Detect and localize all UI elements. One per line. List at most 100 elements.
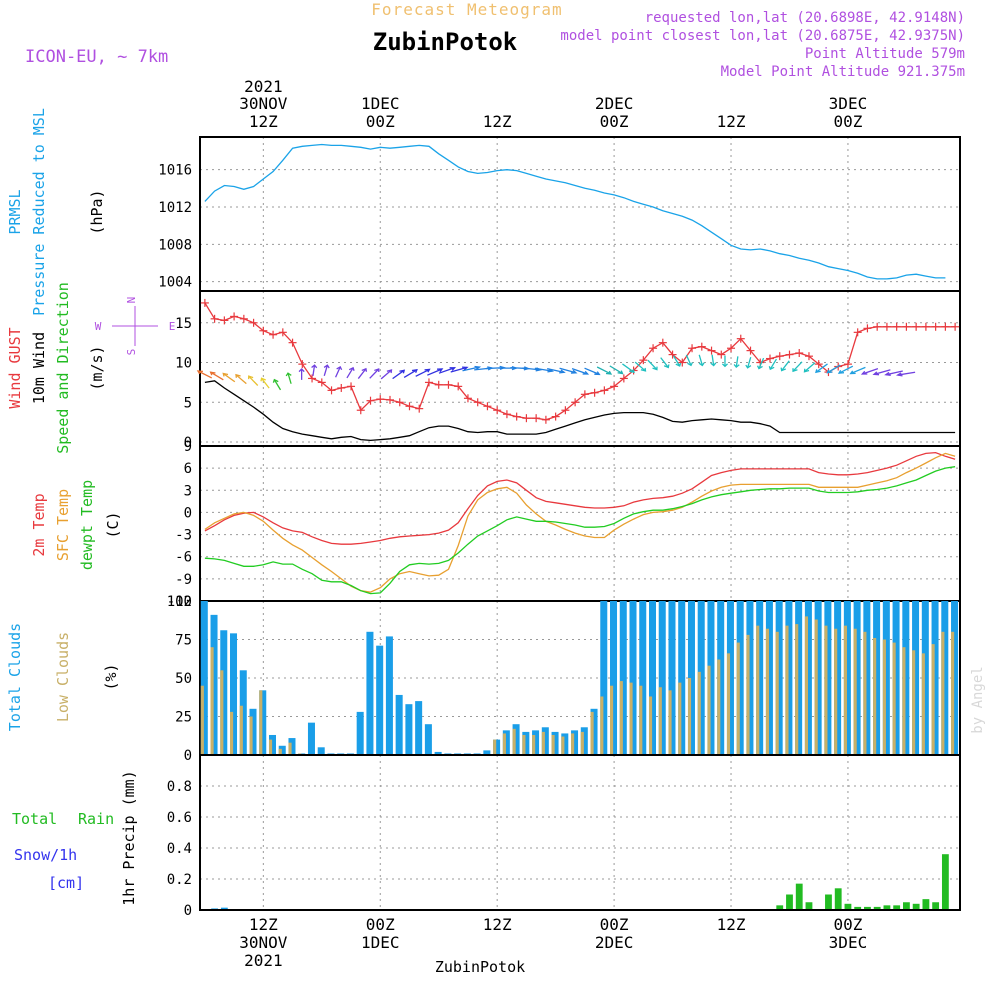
rain-bar [834,888,842,910]
total-cloud-bar [951,601,959,755]
clouds-ytick-label: 50 [175,671,192,687]
wind-arrow [559,367,577,374]
total-cloud-bar [249,708,257,755]
wind-arrow [346,367,354,379]
wind-arrow [334,366,341,378]
total-cloud-bar [629,601,637,755]
pressure-unit: (hPa) [88,189,106,234]
wind-ytick-label: 5 [184,395,192,411]
wind-arrow-head [617,370,624,375]
total-cloud-bar [259,690,267,755]
wind-arrow-head [222,372,229,377]
wind-arrow [873,369,891,375]
wind-arrow-head [570,369,578,374]
total-cloud-bar [434,751,442,755]
low-cloud-bar [610,685,614,755]
wind-arrow [698,354,703,366]
low-cloud-bar [873,637,877,755]
wind-arrow [647,359,658,371]
wind-arrow [222,372,236,383]
bottom-time-label: 00Z [366,915,395,934]
wind-arrow [758,357,765,369]
wind-arrow-head [298,368,305,373]
rain-bar [912,903,920,910]
pressure-ytick-label: 1008 [158,237,192,253]
wind-arrow [735,356,739,368]
wind-ytick-label: 10 [175,356,192,372]
wind-arrow-head [386,369,393,374]
bottom-time-label: 12Z [483,915,512,934]
clouds-ytick-label: 100 [167,594,192,610]
wind-arrow [827,364,841,374]
low-cloud-bar [551,734,555,755]
rain-bar [825,894,832,910]
total-cloud-bar [882,601,890,755]
total-cloud-bar [532,730,540,755]
rain-bar [941,854,949,910]
wind-ytick-label: 0 [184,435,192,451]
wind-arrow [438,367,455,374]
compass-w: W [95,320,102,333]
total-cloud-bar [580,727,588,755]
pressure-ytick-label: 1004 [158,275,192,291]
wind-arrow [462,366,480,372]
wind-arrow-head [235,373,241,378]
total-cloud-bar [424,724,432,755]
wind-line [204,380,956,442]
top-time-label: 00Z [600,112,629,131]
low-cloud-bar [853,628,857,755]
total-cloud-bar [288,738,296,755]
bottom-time-label: 00Z [833,915,862,934]
wind-label-1: Wind GUST [6,327,24,408]
compass-s: S [125,349,138,356]
low-cloud-bar [765,628,770,755]
total-cloud-bar [775,601,783,755]
wind-arrow-head [336,365,343,371]
bottom-time-label: 00Z [600,915,629,934]
wind-arrow-head [424,368,431,373]
temp-ytick-label: 9 [184,439,192,455]
point-altitude: Point Altitude 579m [805,46,965,62]
low-cloud-bar [288,742,292,755]
total-cloud-bar [814,601,822,755]
wind-arrow-head [698,362,705,367]
wind-arrow-head [826,369,833,374]
total-cloud-bar [356,711,364,755]
low-cloud-bar [268,739,273,755]
wind-arrow [210,371,224,381]
top-time-label: 12Z [717,112,746,131]
low-cloud-bar [639,685,643,755]
low-cloud-bar [648,696,653,755]
wind-arrow-head [374,368,380,373]
total-cloud-bar [717,601,725,755]
rain-bar [220,907,228,910]
clouds-ytick-label: 0 [184,748,192,764]
wind-arrow-head [687,362,693,367]
wind-arrow-head [285,372,292,377]
clouds-label-1: Total Clouds [6,623,24,731]
rain-bar [795,883,803,910]
wind-arrow [261,377,270,389]
wind-arrow [450,366,468,373]
wind-arrow [672,355,681,367]
pressure-frame [199,136,961,292]
wind-arrow [792,361,803,372]
low-cloud-bar [687,678,692,755]
wind-arrow [392,369,405,380]
bottom-time-label: 2DEC [595,933,634,952]
total-cloud-bar [541,727,549,755]
wind-arrow-head [884,371,891,376]
low-cloud-bar [863,631,867,755]
low-cloud-bar [678,682,682,755]
wind-arrow [235,374,247,385]
sfc-temp-line [204,452,956,593]
precip-ytick-label: 0.4 [167,841,192,857]
total-cloud-bar [668,601,676,755]
wind-arrow [197,370,213,379]
wind-arrow [634,361,646,372]
total-cloud-bar [502,730,510,755]
temp-frame [199,445,961,602]
wind-arrow-head [837,370,845,374]
total-cloud-bar [239,670,247,755]
